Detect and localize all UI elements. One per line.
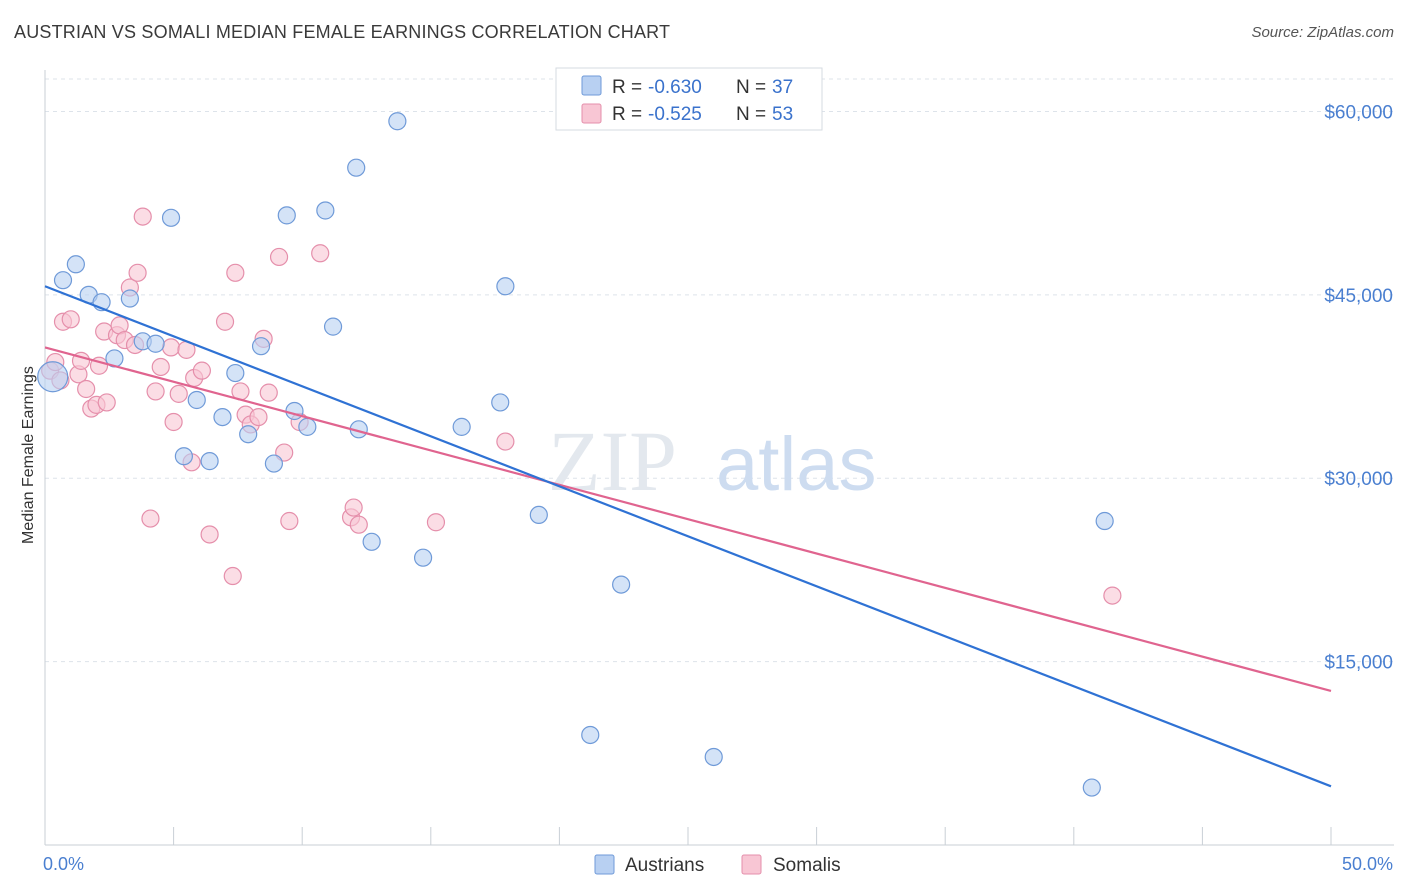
austrian-point	[264, 454, 284, 473]
austrians-n-value: 37	[772, 77, 793, 98]
x-tick-label-left: 0.0%	[43, 854, 84, 874]
austrians-r-label: R =	[612, 77, 642, 98]
austrian-point	[174, 447, 193, 466]
somali-point	[280, 511, 299, 531]
somali-point	[269, 247, 289, 267]
austrian-point	[53, 271, 73, 290]
austrian-point	[239, 425, 258, 444]
somali-point	[192, 361, 211, 380]
austrians-r-value: -0.630	[648, 77, 702, 98]
austrian-point	[529, 505, 548, 525]
somali-point	[161, 338, 181, 357]
austrian-point	[413, 548, 433, 567]
somalis-r-label: R =	[612, 104, 642, 125]
somali-point	[133, 207, 152, 226]
austrian-point	[1082, 778, 1101, 797]
y-tick-label: $30,000	[1324, 469, 1393, 490]
austrian-point	[1095, 511, 1114, 531]
somali-point	[311, 244, 330, 263]
somalis-points	[41, 207, 1122, 605]
somali-point	[128, 263, 147, 282]
somali-point	[151, 357, 170, 377]
somali-point	[200, 525, 219, 544]
somalis-swatch	[581, 103, 602, 124]
somali-point	[164, 412, 183, 432]
austrian-point	[161, 208, 181, 227]
somali-point	[349, 515, 368, 534]
austrian-point	[316, 201, 335, 220]
somali-point	[226, 263, 245, 282]
y-axis-label: Median Female Earnings	[20, 366, 37, 544]
y-tick-label: $15,000	[1324, 653, 1393, 674]
somalis-trend-line	[44, 346, 1332, 693]
somali-point	[215, 312, 235, 331]
austrian-point	[120, 289, 139, 308]
austrian-point	[277, 206, 296, 225]
austrian-point	[200, 452, 219, 471]
watermark-atlas: atlas	[716, 422, 877, 507]
austrian-point	[704, 747, 723, 767]
austrians-n-label: N =	[736, 77, 766, 98]
somali-point	[141, 509, 160, 528]
trend-lines	[44, 285, 1332, 788]
somalis-r-value: -0.525	[648, 104, 702, 125]
y-tick-label: $45,000	[1324, 286, 1393, 307]
austrian-point	[491, 393, 510, 412]
legend-somalis-swatch	[741, 854, 762, 875]
watermark-zip: ZIP	[548, 413, 677, 509]
somali-point	[223, 566, 242, 586]
austrian-point	[496, 277, 515, 296]
austrians-swatch	[581, 75, 602, 96]
x-axis-ticks	[44, 827, 1332, 845]
austrian-point	[285, 401, 304, 421]
source-credit: Source: ZipAtlas.com	[1251, 24, 1394, 41]
austrian-point	[187, 390, 206, 410]
austrians-points	[37, 112, 1114, 797]
legend-austrians-swatch	[594, 854, 615, 875]
austrians-trend-line	[44, 285, 1332, 788]
stats-legend: R = -0.630 N = 37 R = -0.525 N = 53	[555, 67, 823, 131]
somali-point	[1103, 586, 1122, 605]
legend-austrians-label: Austrians	[625, 855, 704, 876]
austrian-point	[388, 112, 407, 131]
somali-point	[426, 513, 446, 532]
somali-point	[496, 432, 515, 451]
austrian-point	[347, 158, 366, 177]
austrian-point	[226, 363, 245, 383]
somali-point	[169, 384, 188, 403]
somali-point	[97, 393, 116, 412]
austrian-point	[362, 532, 381, 551]
somali-point	[249, 407, 268, 427]
somalis-n-label: N =	[736, 104, 766, 125]
grid-lines	[45, 78, 1394, 663]
austrian-point	[251, 337, 271, 356]
austrian-point	[213, 407, 232, 427]
y-tick-label: $60,000	[1324, 102, 1393, 123]
austrian-point	[298, 417, 317, 436]
somali-point	[77, 379, 96, 399]
y-tick-labels: $15,000 $30,000 $45,000 $60,000	[1324, 102, 1393, 673]
austrian-point	[581, 725, 600, 745]
austrian-point	[146, 334, 165, 353]
austrian-point	[37, 361, 69, 393]
somali-point	[146, 382, 165, 401]
legend-somalis-label: Somalis	[773, 855, 841, 876]
somali-point	[61, 310, 80, 329]
austrian-point	[452, 417, 471, 436]
somali-point	[344, 498, 363, 517]
chart-title: AUSTRIAN VS SOMALI MEDIAN FEMALE EARNING…	[14, 22, 671, 42]
x-tick-label-right: 50.0%	[1342, 854, 1393, 874]
austrian-point	[612, 575, 631, 594]
somalis-n-value: 53	[772, 104, 793, 125]
somali-point	[259, 383, 278, 402]
series-legend: Austrians Somalis	[594, 854, 841, 876]
austrian-point	[323, 317, 343, 336]
austrian-point	[66, 255, 85, 274]
